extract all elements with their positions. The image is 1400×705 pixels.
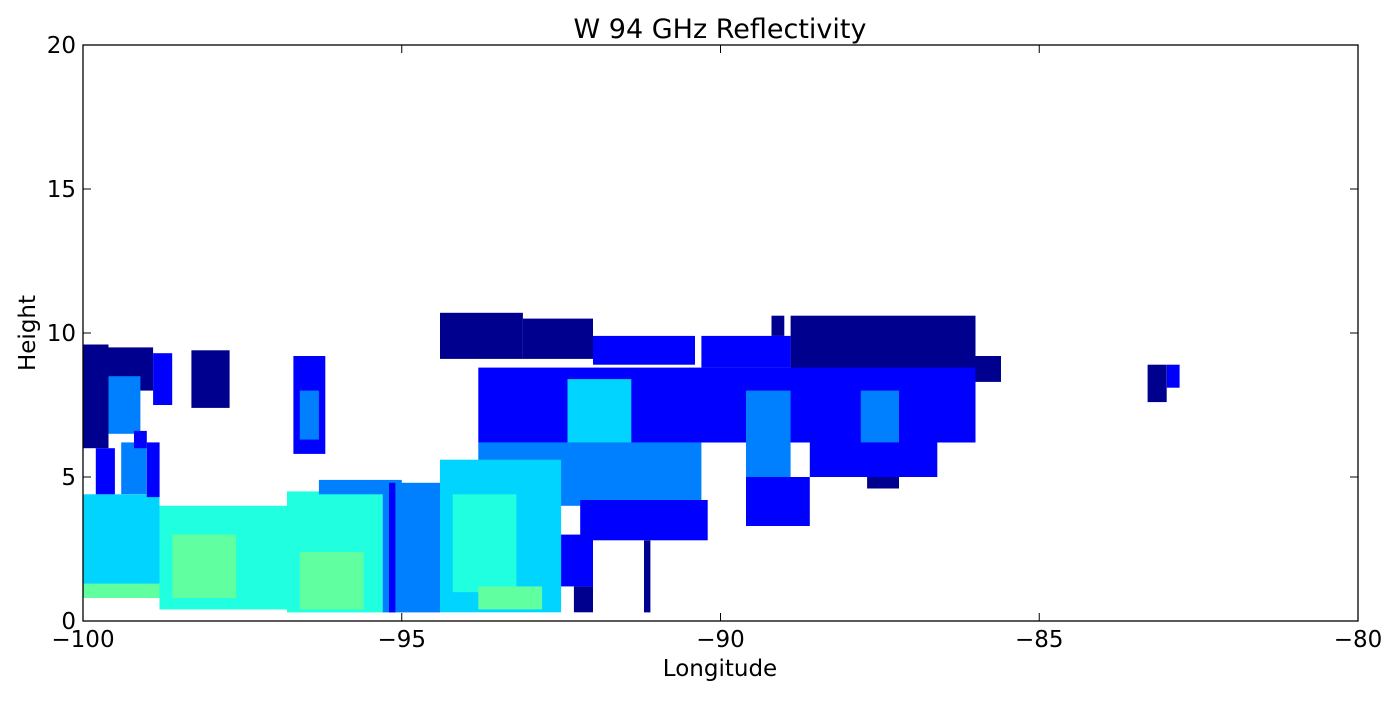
reflectivity-cell-31 [299, 551, 364, 610]
y-tick-label: 15 [47, 177, 76, 203]
reflectivity-cell-36 [121, 442, 147, 495]
chart-title: W 94 GHz Reflectivity [574, 14, 867, 45]
reflectivity-cell-7 [440, 312, 523, 359]
y-axis-label: Height [15, 295, 41, 371]
y-tick-label: 20 [47, 33, 76, 59]
reflectivity-cell-28 [478, 586, 543, 610]
x-tick-label: −90 [696, 627, 745, 653]
reflectivity-cell-19 [809, 442, 938, 477]
reflectivity-cell-14 [478, 367, 976, 443]
reflectivity-cell-33 [172, 534, 237, 598]
reflectivity-cell-42 [1166, 364, 1180, 388]
reflectivity-cell-24 [573, 586, 593, 613]
x-tick-label: −95 [377, 627, 426, 653]
y-tick-label: 10 [47, 321, 76, 347]
reflectivity-cell-22 [580, 500, 708, 541]
reflectivity-cell-39 [95, 448, 115, 495]
reflectivity-cell-27 [452, 494, 517, 593]
y-tick-label: 5 [61, 465, 76, 491]
reflectivity-cell-12 [975, 356, 1001, 382]
reflectivity-regions [83, 312, 1180, 613]
x-tick-label: −85 [1015, 627, 1064, 653]
reflectivity-cell-41 [389, 482, 396, 613]
reflectivity-cell-8 [522, 318, 593, 359]
plot-area [82, 44, 1359, 622]
y-axis-ticks: 0 5 10 15 20 [47, 33, 1358, 635]
x-axis-ticks: −100 −95 −90 −85 −80 [51, 45, 1382, 653]
reflectivity-cell-35 [83, 583, 160, 598]
reflectivity-cell-40 [318, 479, 402, 495]
reflectivity-cell-37 [134, 430, 147, 449]
reflectivity-cell-38 [146, 442, 160, 498]
reflectivity-cell-4 [191, 350, 230, 408]
reflectivity-cell-34 [83, 494, 160, 598]
reflectivity-cell-13 [771, 315, 785, 336]
reflectivity-cell-0 [83, 344, 109, 449]
reflectivity-cell-43 [1147, 364, 1167, 403]
x-axis-label: Longitude [663, 656, 777, 682]
y-tick-label: 0 [61, 609, 76, 635]
reflectivity-cell-10 [701, 335, 791, 368]
reflectivity-cell-9 [593, 335, 695, 365]
reflectivity-cell-3 [153, 353, 173, 405]
x-tick-label: −100 [51, 627, 114, 653]
reflectivity-cell-21 [867, 477, 899, 489]
x-tick-label: −80 [1334, 627, 1383, 653]
reflectivity-cell-25 [644, 540, 651, 613]
reflectivity-cell-6 [299, 390, 319, 440]
reflectivity-cell-16 [746, 390, 791, 477]
reflectivity-cell-2 [108, 376, 141, 434]
reflectivity-cell-20 [746, 477, 810, 526]
